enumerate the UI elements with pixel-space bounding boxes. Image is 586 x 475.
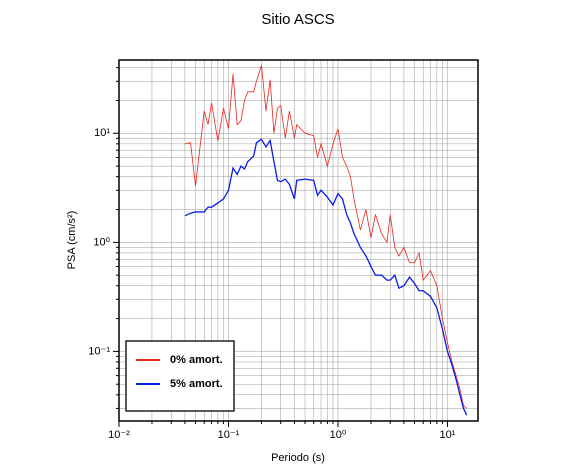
x-tick-label: 10⁻¹ [218, 429, 240, 441]
legend-label: 5% amort. [170, 378, 223, 390]
plot-frame [118, 59, 479, 422]
series-line [184, 138, 468, 416]
x-axis-label: Periodo (s) [271, 452, 325, 464]
series-line [184, 65, 468, 409]
y-tick-label: 10¹ [94, 127, 110, 139]
chart-title: Sitio ASCS [261, 11, 334, 28]
y-tick-label: 10⁻¹ [88, 345, 110, 357]
y-axis-label: PSA (cm/s²) [66, 211, 78, 270]
y-tick-label: 10⁰ [93, 236, 110, 248]
x-tick-label: 10¹ [440, 429, 456, 441]
x-tick-label: 10⁰ [330, 429, 347, 441]
x-tick-label: 10⁻² [108, 429, 130, 441]
legend-box [125, 340, 235, 412]
legend-label: 0% amort. [170, 354, 223, 366]
